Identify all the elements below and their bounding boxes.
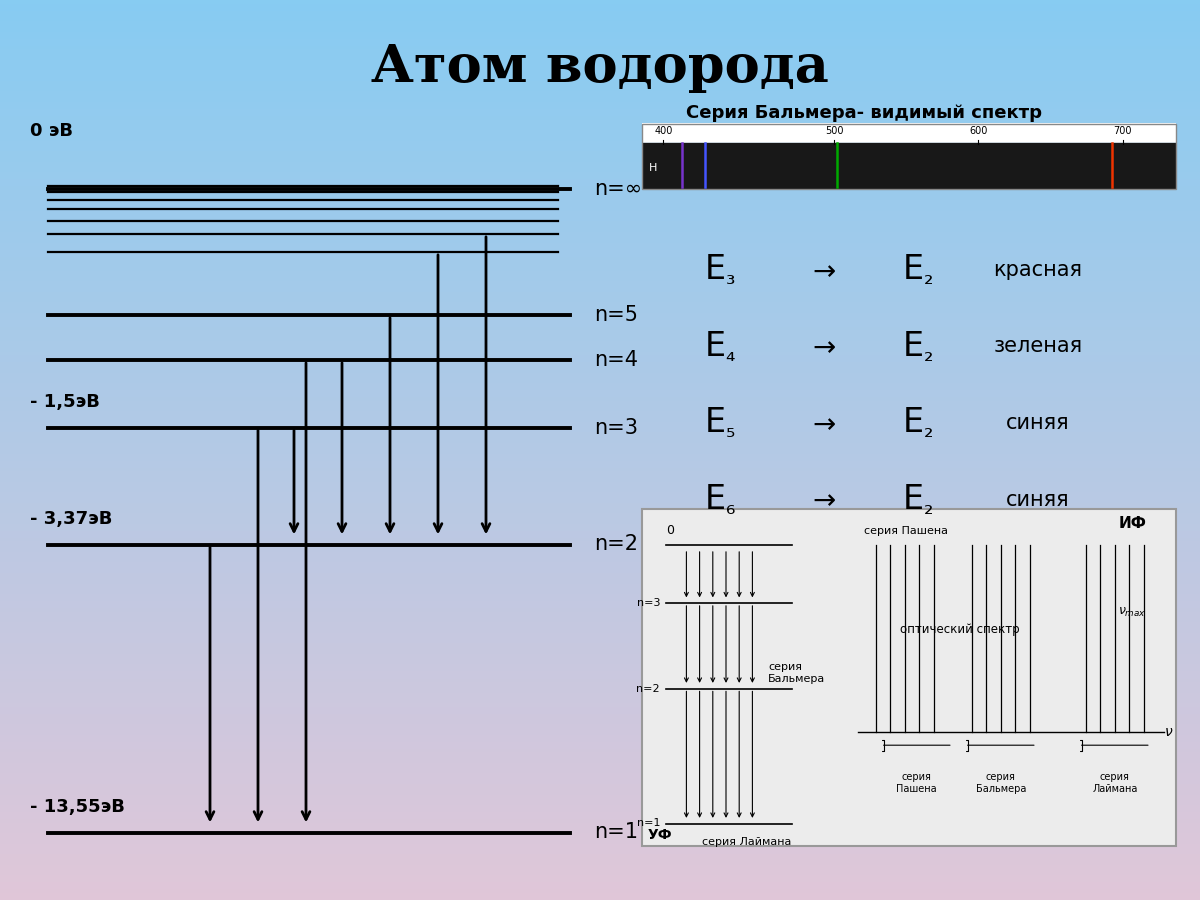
Text: серия
Бальмера: серия Бальмера bbox=[768, 662, 826, 684]
Text: $\rightarrow$: $\rightarrow$ bbox=[808, 485, 836, 514]
Bar bbox=[642, 508, 1176, 846]
Bar bbox=[642, 123, 1176, 142]
Text: Серия Бальмера- видимый спектр: Серия Бальмера- видимый спектр bbox=[686, 104, 1042, 122]
Text: n=1: n=1 bbox=[594, 823, 638, 842]
Bar bbox=[642, 141, 1176, 189]
Text: 400: 400 bbox=[654, 126, 672, 136]
Text: синяя: синяя bbox=[1006, 413, 1070, 433]
Text: УФ: УФ bbox=[648, 828, 673, 842]
Text: серия Пашена: серия Пашена bbox=[864, 526, 948, 536]
Text: ИФ: ИФ bbox=[1118, 516, 1146, 531]
Text: серия Лаймана: серия Лаймана bbox=[702, 837, 791, 847]
Text: - 3,37эВ: - 3,37эВ bbox=[30, 510, 113, 528]
Text: $\rightarrow$: $\rightarrow$ bbox=[808, 332, 836, 361]
Text: $\mathrm{E}_{₂}$: $\mathrm{E}_{₂}$ bbox=[902, 482, 934, 517]
Text: $\mathrm{E}_{₄}$: $\mathrm{E}_{₄}$ bbox=[704, 329, 736, 364]
Text: $\mathrm{E}_{₂}$: $\mathrm{E}_{₂}$ bbox=[902, 329, 934, 364]
Text: $\mathrm{E}_{₅}$: $\mathrm{E}_{₅}$ bbox=[704, 406, 736, 440]
Text: 500: 500 bbox=[824, 126, 844, 136]
Text: 600: 600 bbox=[970, 126, 988, 136]
Text: $\mathrm{E}_{₂}$: $\mathrm{E}_{₂}$ bbox=[902, 253, 934, 287]
Text: $\mathrm{E}_{₂}$: $\mathrm{E}_{₂}$ bbox=[902, 406, 934, 440]
Text: $\mathrm{E}_{₆}$: $\mathrm{E}_{₆}$ bbox=[704, 482, 736, 517]
Text: $\nu_{max}$: $\nu_{max}$ bbox=[1118, 606, 1146, 618]
Text: $\mathrm{E}_{₃}$: $\mathrm{E}_{₃}$ bbox=[704, 253, 736, 287]
Text: зеленая: зеленая bbox=[994, 337, 1082, 356]
Text: H: H bbox=[649, 163, 658, 174]
Text: n=3: n=3 bbox=[594, 418, 638, 437]
Text: n=3: n=3 bbox=[636, 598, 660, 608]
Text: $\rightarrow$: $\rightarrow$ bbox=[808, 256, 836, 284]
Text: 0: 0 bbox=[666, 525, 674, 537]
Text: - 13,55эВ: - 13,55эВ bbox=[30, 798, 125, 816]
Text: $\rightarrow$: $\rightarrow$ bbox=[808, 409, 836, 437]
Text: синяя: синяя bbox=[1006, 490, 1070, 509]
Text: $\nu$: $\nu$ bbox=[1164, 724, 1174, 739]
Bar bbox=[642, 124, 1176, 189]
Text: n=2: n=2 bbox=[594, 535, 638, 554]
Text: n=4: n=4 bbox=[594, 350, 638, 370]
Text: Атом водорода: Атом водорода bbox=[371, 42, 829, 93]
Text: n=1: n=1 bbox=[636, 818, 660, 829]
Text: n=5: n=5 bbox=[594, 305, 638, 325]
Text: 0 эВ: 0 эВ bbox=[30, 122, 73, 140]
Text: серия
Пашена: серия Пашена bbox=[896, 772, 937, 794]
Text: серия
Лаймана: серия Лаймана bbox=[1092, 772, 1138, 794]
Text: серия
Бальмера: серия Бальмера bbox=[976, 772, 1026, 794]
Text: оптический спектр: оптический спектр bbox=[900, 624, 1020, 636]
Text: 700: 700 bbox=[1114, 126, 1132, 136]
Text: красная: красная bbox=[994, 260, 1082, 280]
Text: n=∞: n=∞ bbox=[594, 179, 642, 199]
Text: n=2: n=2 bbox=[636, 683, 660, 694]
Text: - 1,5эВ: - 1,5эВ bbox=[30, 393, 100, 411]
